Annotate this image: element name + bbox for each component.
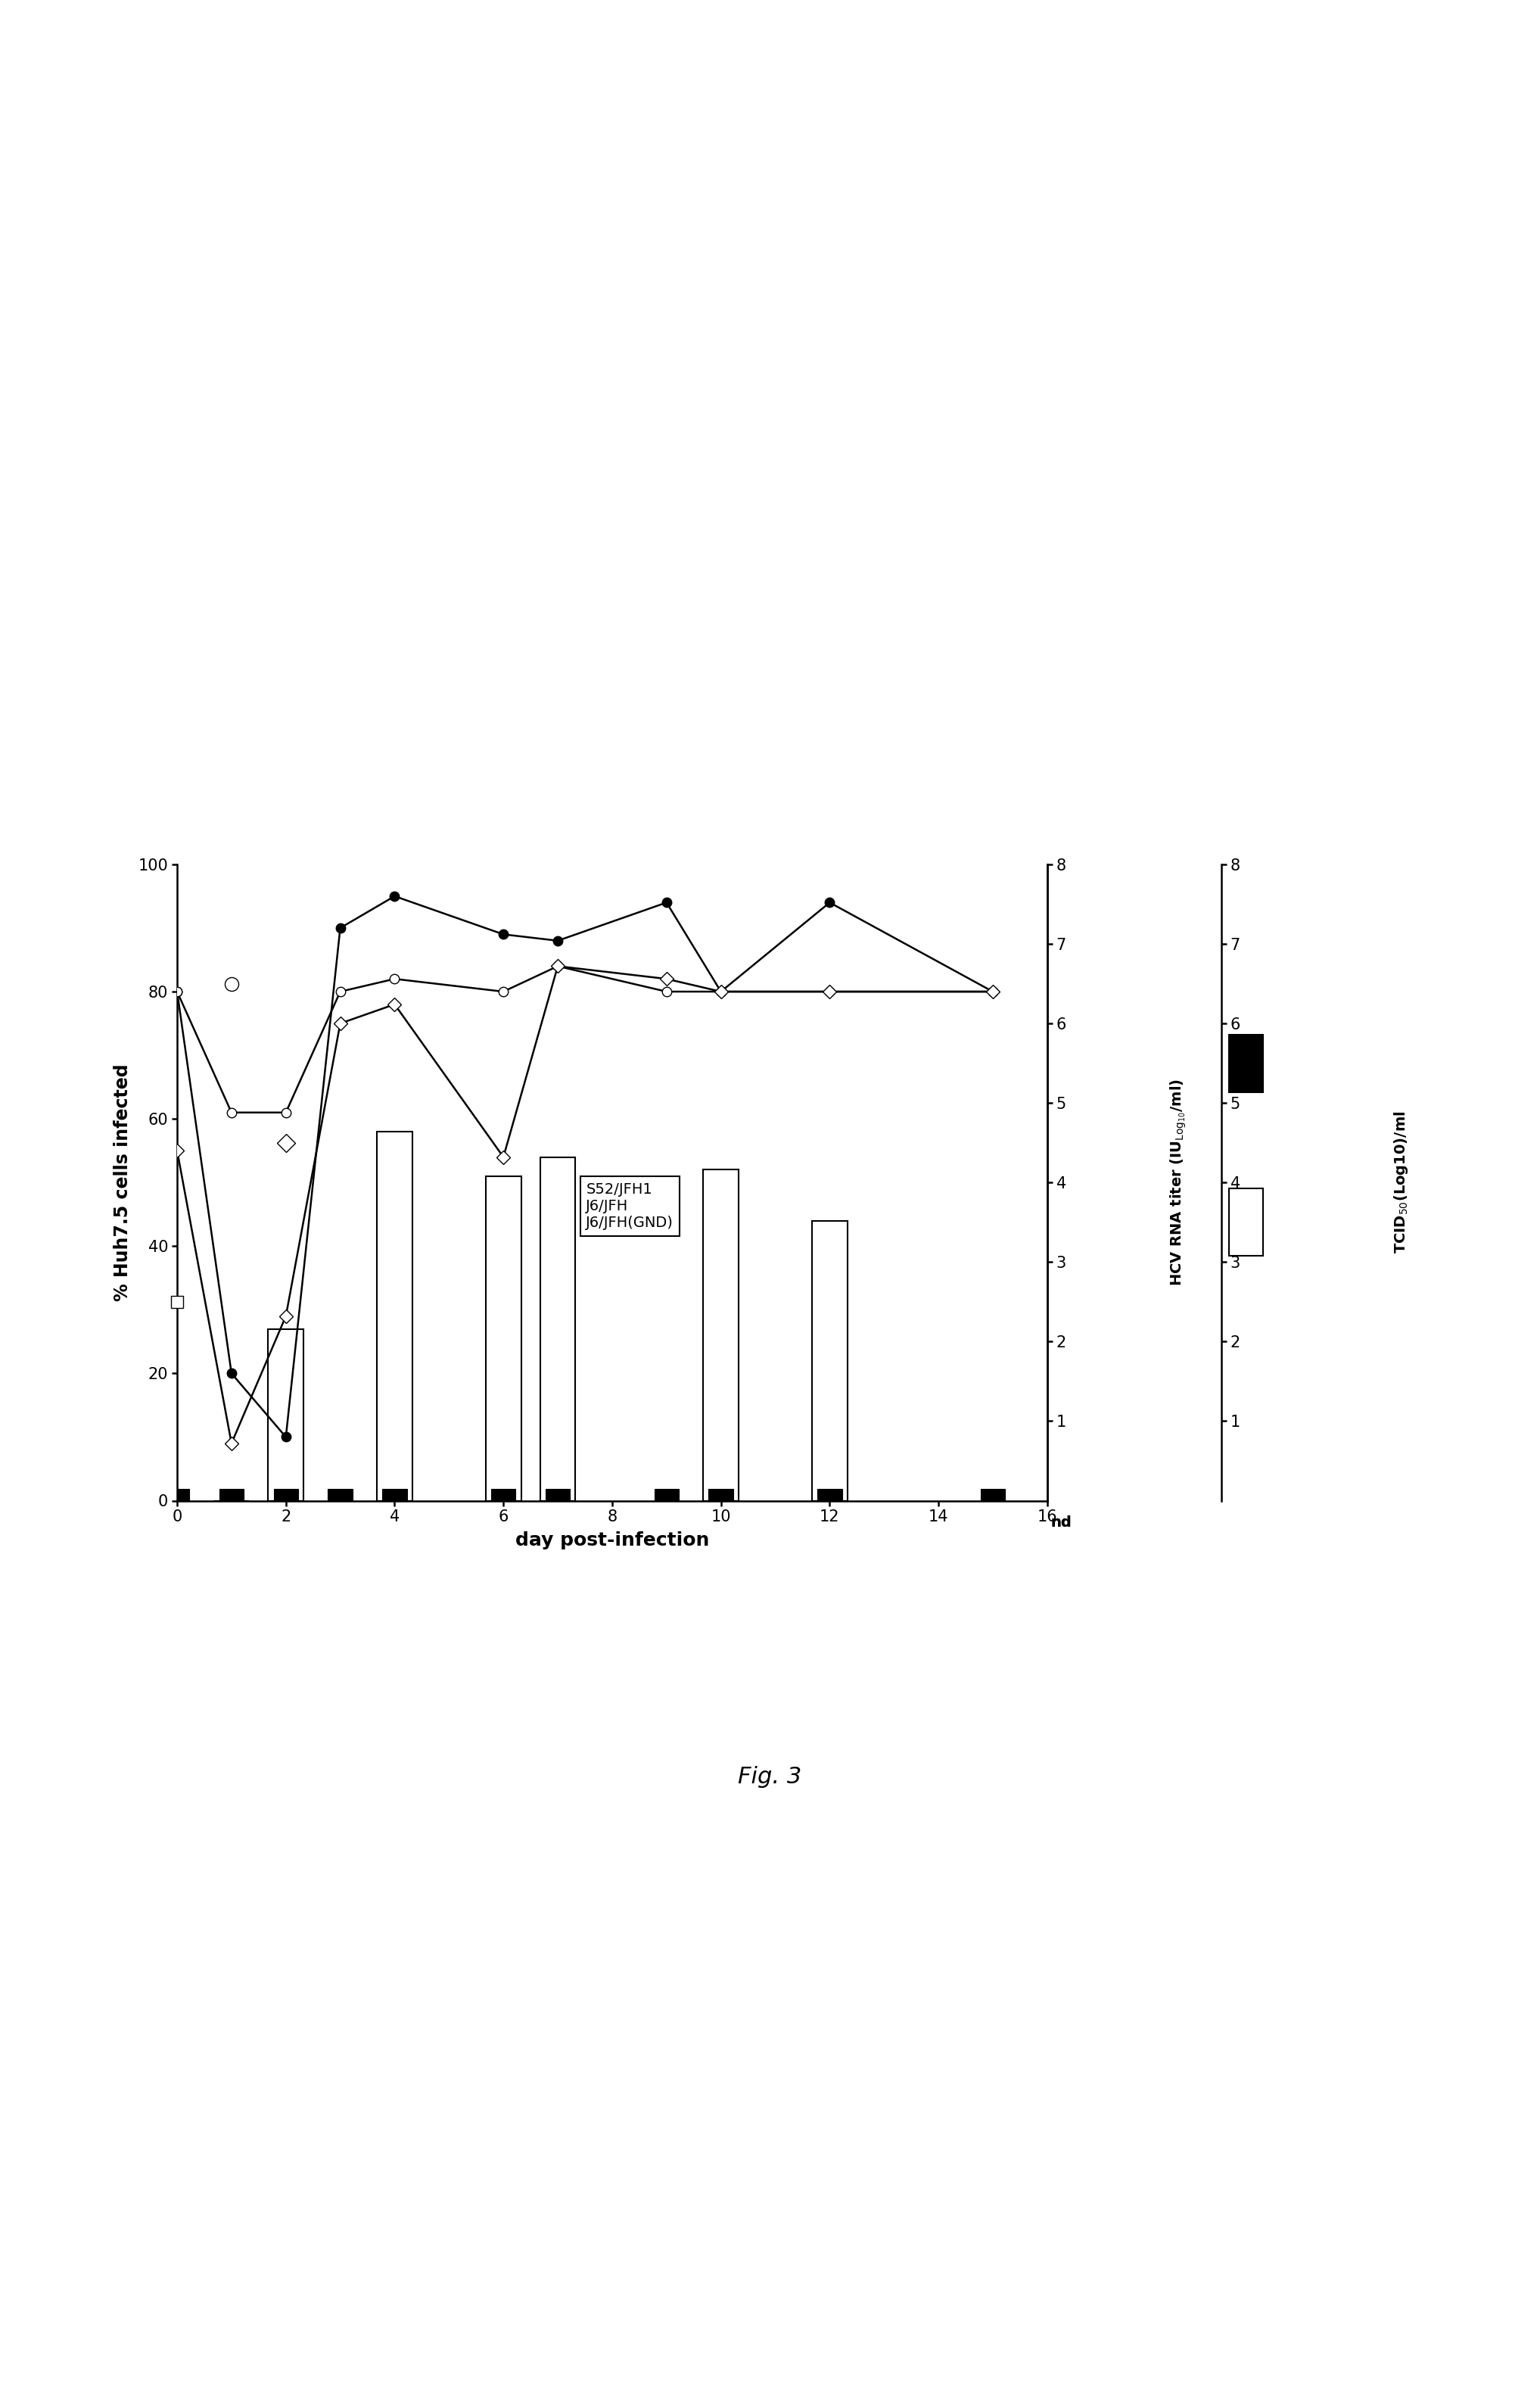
Bar: [541, 1157, 576, 1501]
Bar: [812, 1220, 847, 1501]
Bar: [219, 1489, 243, 1501]
Bar: [818, 1489, 842, 1501]
Bar: [377, 1131, 413, 1501]
Text: Fig. 3: Fig. 3: [738, 1765, 802, 1789]
Text: nd: nd: [1050, 1515, 1072, 1529]
Bar: [491, 1489, 516, 1501]
Bar: [382, 1489, 407, 1501]
Text: S52/JFH1
J6/JFH
J6/JFH(GND): S52/JFH1 J6/JFH J6/JFH(GND): [587, 1181, 673, 1229]
Bar: [274, 1489, 299, 1501]
Text: nd: nd: [1050, 1515, 1072, 1529]
X-axis label: day post-infection: day post-infection: [516, 1532, 708, 1549]
Text: HCV RNA titer (IU$_{\mathrm{Log_{10}}}$/ml): HCV RNA titer (IU$_{\mathrm{Log_{10}}}$/…: [1169, 1078, 1187, 1287]
Bar: [545, 1489, 570, 1501]
Bar: [165, 1489, 189, 1501]
Bar: [328, 1489, 353, 1501]
Bar: [654, 1489, 679, 1501]
Bar: [708, 1489, 733, 1501]
Text: TCID$_{50}$(Log10)/ml: TCID$_{50}$(Log10)/ml: [1392, 1112, 1411, 1253]
Bar: [268, 1328, 303, 1501]
Bar: [981, 1489, 1006, 1501]
Y-axis label: % Huh7.5 cells infected: % Huh7.5 cells infected: [114, 1064, 132, 1301]
Bar: [704, 1169, 739, 1501]
Bar: [485, 1176, 521, 1501]
